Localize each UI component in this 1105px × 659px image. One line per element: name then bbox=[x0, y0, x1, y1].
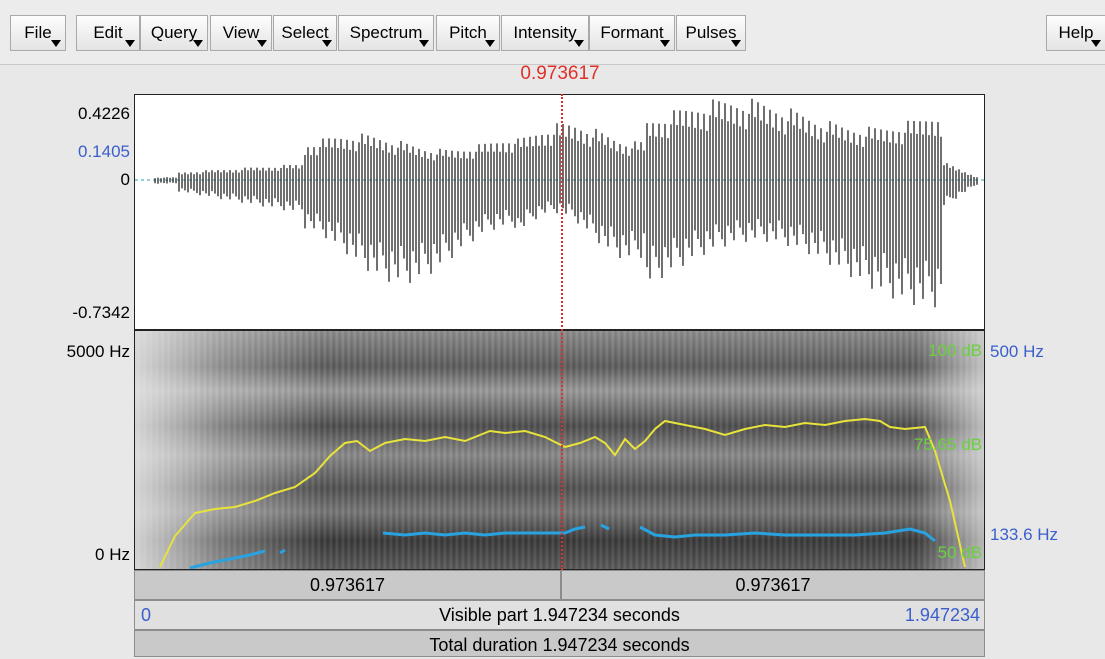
waveform-y-min: -0.7342 bbox=[72, 303, 130, 322]
pitch-contour-d bbox=[600, 523, 610, 531]
pitch-axis-value: 133.6 Hz bbox=[990, 525, 1059, 544]
pitch-contour-a bbox=[189, 549, 266, 569]
dropdown-arrow-icon bbox=[322, 40, 332, 47]
selection-left-time: 0.973617 bbox=[309, 575, 386, 595]
waveform-y-zero: 0 bbox=[120, 170, 130, 189]
waveform-y-max: 0.4226 bbox=[78, 104, 130, 123]
menu-edit[interactable]: Edit bbox=[76, 15, 140, 51]
intensity-axis-value: 75.65 dB bbox=[913, 435, 982, 454]
menu-help[interactable]: Help bbox=[1046, 15, 1105, 51]
dropdown-arrow-icon bbox=[125, 40, 135, 47]
menu-spectrum-label: Spectrum bbox=[349, 23, 423, 42]
dropdown-arrow-icon bbox=[51, 40, 61, 47]
waveform-panel[interactable] bbox=[134, 94, 985, 330]
dropdown-arrow-icon bbox=[419, 40, 429, 47]
dropdown-arrow-icon bbox=[193, 40, 203, 47]
waveform-samples bbox=[154, 98, 978, 308]
menu-help-label: Help bbox=[1058, 23, 1094, 42]
total-duration-label: Total duration 1.947234 seconds bbox=[429, 635, 690, 655]
spectrogram-shading bbox=[135, 331, 984, 569]
menu-formant[interactable]: Formant bbox=[589, 15, 675, 51]
pitch-contour-c bbox=[382, 525, 586, 537]
menu-bar: File Edit Query View Select Spectrum Pit… bbox=[0, 0, 1105, 65]
dropdown-arrow-icon bbox=[731, 40, 741, 47]
cursor-time-readout: 0.973617 bbox=[520, 63, 600, 84]
total-duration-bar[interactable]: Total duration 1.947234 seconds bbox=[134, 630, 985, 657]
intensity-axis-top: 100 dB bbox=[928, 341, 982, 360]
dropdown-arrow-icon bbox=[257, 40, 267, 47]
spectrogram-panel[interactable]: 100 dB 75.65 dB 50 dB bbox=[134, 330, 985, 570]
menu-intensity-label: Intensity bbox=[513, 23, 577, 42]
waveform-signal bbox=[154, 98, 978, 308]
waveform-y-mark: 0.1405 bbox=[78, 142, 130, 161]
menu-view-label: View bbox=[222, 23, 260, 42]
menu-file[interactable]: File bbox=[10, 15, 66, 51]
menu-view[interactable]: View bbox=[210, 15, 272, 51]
spectrogram-overlay bbox=[159, 417, 966, 569]
menu-pulses[interactable]: Pulses bbox=[676, 15, 746, 51]
menu-query-label: Query bbox=[150, 23, 198, 42]
intensity-axis-bottom: 50 dB bbox=[937, 543, 982, 562]
visible-end: 1.947234 bbox=[904, 605, 980, 625]
menu-select-label: Select bbox=[281, 23, 329, 42]
selection-right-time: 0.973617 bbox=[735, 575, 811, 595]
menu-query[interactable]: Query bbox=[140, 15, 208, 51]
spectrogram-freq-bottom: 0 Hz bbox=[95, 545, 130, 564]
intensity-contour bbox=[159, 417, 966, 568]
menu-select[interactable]: Select bbox=[273, 15, 337, 51]
selection-right-bar[interactable]: 0.973617 bbox=[561, 570, 985, 600]
time-cursor[interactable] bbox=[561, 94, 563, 570]
dropdown-arrow-icon bbox=[574, 40, 584, 47]
menu-pitch-label: Pitch bbox=[449, 23, 487, 42]
dropdown-arrow-icon bbox=[1091, 40, 1101, 47]
menu-formant-label: Formant bbox=[600, 23, 664, 42]
menu-edit-label: Edit bbox=[93, 23, 123, 42]
menu-file-label: File bbox=[24, 23, 52, 42]
selection-left-bar[interactable]: 0.973617 bbox=[134, 570, 561, 600]
menu-pitch[interactable]: Pitch bbox=[436, 15, 500, 51]
dropdown-arrow-icon bbox=[660, 40, 670, 47]
pitch-axis-top: 500 Hz bbox=[990, 342, 1044, 361]
visible-start: 0 bbox=[141, 605, 152, 625]
spectrogram-freq-top: 5000 Hz bbox=[66, 342, 130, 361]
pitch-contour-e bbox=[639, 525, 936, 543]
dropdown-arrow-icon bbox=[485, 40, 495, 47]
waveform-plot bbox=[135, 98, 984, 308]
menu-intensity[interactable]: Intensity bbox=[501, 15, 589, 51]
menu-pulses-label: Pulses bbox=[685, 23, 737, 42]
menu-spectrum[interactable]: Spectrum bbox=[338, 15, 434, 51]
pitch-contour-b bbox=[279, 548, 286, 555]
visible-part-bar[interactable]: 0 Visible part 1.947234 seconds 1.947234 bbox=[134, 600, 985, 630]
visible-part-label: Visible part 1.947234 seconds bbox=[439, 605, 680, 625]
